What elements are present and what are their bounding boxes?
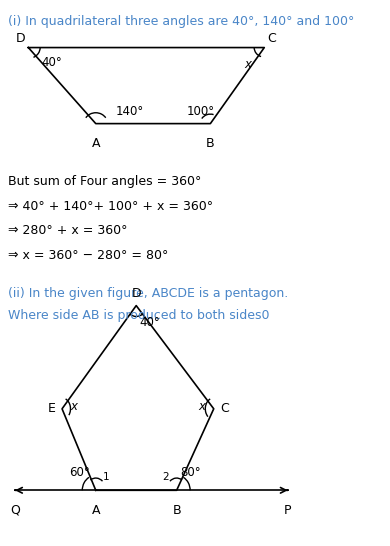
Text: ⇒ 40° + 140°+ 100° + x = 360°: ⇒ 40° + 140°+ 100° + x = 360° xyxy=(8,200,213,212)
Text: 80°: 80° xyxy=(181,466,201,479)
Text: D: D xyxy=(15,32,25,45)
Text: Where side AB is produced to both sides0: Where side AB is produced to both sides0 xyxy=(8,310,269,322)
Text: 40°: 40° xyxy=(140,317,160,329)
Text: D: D xyxy=(131,287,141,300)
Text: But sum of Four angles = 360°: But sum of Four angles = 360° xyxy=(8,175,202,188)
Text: 60°: 60° xyxy=(69,466,90,479)
Text: 2: 2 xyxy=(163,472,169,482)
Text: 100°: 100° xyxy=(187,105,215,118)
Text: 140°: 140° xyxy=(116,105,144,118)
Text: ⇒ x = 360° − 280° = 80°: ⇒ x = 360° − 280° = 80° xyxy=(8,248,168,262)
Text: x: x xyxy=(244,58,251,72)
Text: (i) In quadrilateral three angles are 40°, 140° and 100°: (i) In quadrilateral three angles are 40… xyxy=(8,15,355,28)
Text: B: B xyxy=(172,504,181,517)
Text: (ii) In the given figure, ABCDE is a pentagon.: (ii) In the given figure, ABCDE is a pen… xyxy=(8,287,288,300)
Text: B: B xyxy=(206,137,215,150)
Text: 40°: 40° xyxy=(42,56,62,69)
Text: C: C xyxy=(268,32,277,45)
Text: Q: Q xyxy=(10,504,20,517)
Text: P: P xyxy=(284,504,292,517)
Text: ⇒ 280° + x = 360°: ⇒ 280° + x = 360° xyxy=(8,224,128,237)
Text: 1: 1 xyxy=(103,472,110,482)
Text: x: x xyxy=(71,400,78,413)
Text: E: E xyxy=(48,402,55,416)
Text: C: C xyxy=(220,402,229,416)
Text: A: A xyxy=(92,137,100,150)
Text: x: x xyxy=(198,400,205,413)
Text: A: A xyxy=(92,504,100,517)
